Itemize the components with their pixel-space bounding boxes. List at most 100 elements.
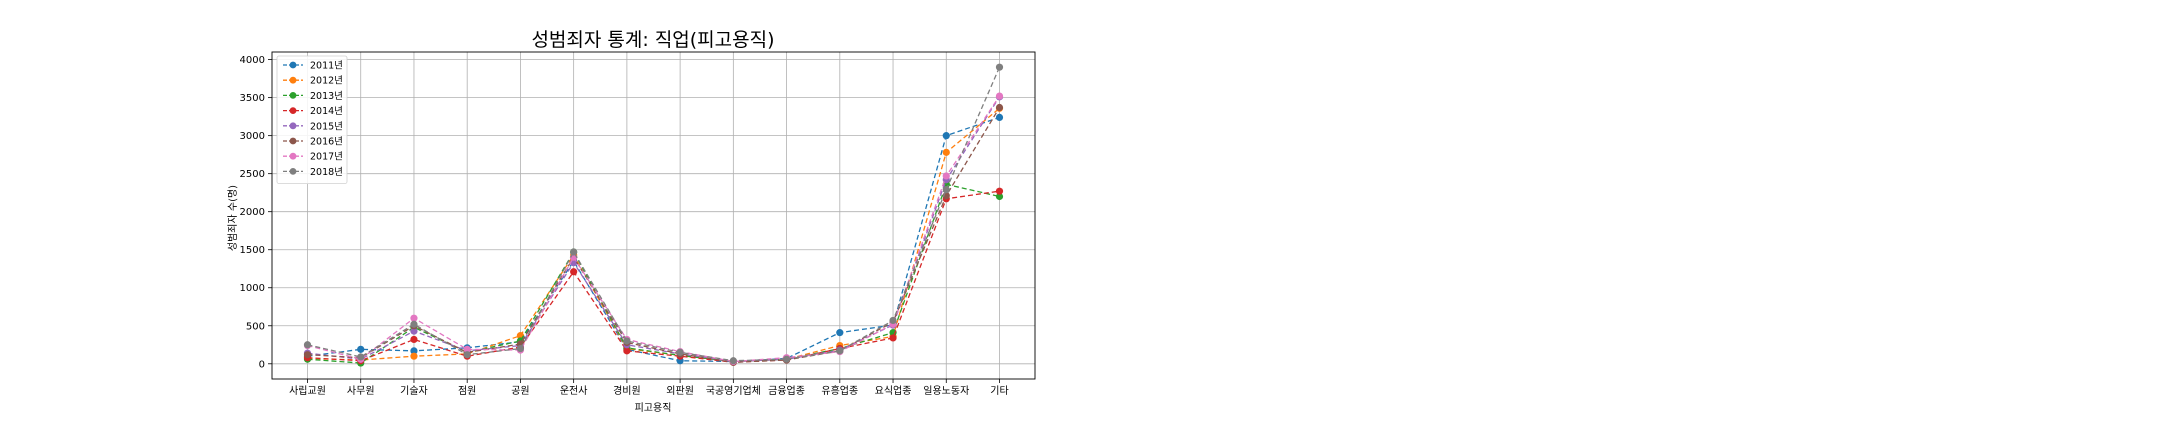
- legend: 2011년 2012년 2013년 2014년 2015년 2016년 2017년 2018년: [276, 55, 348, 184]
- data-point: [995, 113, 1004, 121]
- data-point: [942, 132, 950, 140]
- series-2011년: [303, 113, 1004, 366]
- legend-swatch-marker: [289, 107, 297, 114]
- series-lines: [303, 63, 1004, 367]
- y-tick-label: 3000: [240, 131, 265, 142]
- y-tick-label: 1000: [240, 283, 265, 294]
- data-point: [410, 347, 418, 355]
- x-tick-label: 운전사: [560, 385, 588, 397]
- data-point: [516, 344, 525, 353]
- data-point: [570, 248, 578, 256]
- data-point: [623, 347, 631, 355]
- legend-label: 2013년: [310, 91, 343, 102]
- y-tick-label: 3500: [240, 93, 265, 104]
- x-tick-label: 유흥업종: [821, 384, 858, 397]
- legend-item: 2016년: [283, 137, 343, 148]
- data-point: [995, 187, 1004, 195]
- data-point: [729, 357, 737, 365]
- legend-item: 2015년: [283, 121, 343, 132]
- legend-label: 2017년: [310, 152, 343, 163]
- series-line: [307, 190, 1000, 363]
- data-point: [942, 172, 950, 180]
- data-point: [889, 316, 897, 325]
- legend-item: 2012년: [283, 76, 343, 87]
- series-line: [307, 116, 1000, 363]
- data-point: [889, 334, 897, 342]
- x-tick-label: 공원: [511, 385, 529, 397]
- series-2013년: [303, 180, 1004, 367]
- data-point: [942, 186, 950, 194]
- legend-item: 2018년: [283, 167, 343, 178]
- data-point: [410, 352, 418, 360]
- data-point: [463, 345, 471, 353]
- data-point: [570, 268, 578, 276]
- x-tick-label: 경비원: [613, 384, 641, 397]
- y-tick-label: 4000: [240, 55, 265, 66]
- series-line: [307, 107, 1001, 363]
- data-point: [995, 192, 1004, 201]
- legend-label: 2012년: [310, 76, 343, 87]
- legend-swatch-marker: [289, 152, 297, 160]
- series-line: [307, 66, 1001, 362]
- series-2016년: [303, 103, 1004, 366]
- legend-label: 2018년: [310, 167, 343, 178]
- data-point: [782, 355, 791, 363]
- data-point: [357, 353, 365, 361]
- data-point: [942, 148, 950, 156]
- y-tick-label: 1500: [240, 245, 265, 256]
- data-point: [463, 351, 471, 359]
- x-tick-label: 사립교원: [289, 384, 326, 397]
- axes: 사립교원 사무원 기술자 점원 공원 운전사 경비원 외판원 국공영기업체 금융업종 유흥업종 요식업…: [240, 51, 1036, 397]
- data-point: [303, 341, 312, 349]
- grid: [272, 52, 1035, 379]
- legend-swatch-marker: [289, 168, 297, 175]
- legend-swatch-marker: [289, 137, 297, 145]
- legend-item: 2014년: [283, 106, 343, 117]
- data-point: [836, 329, 844, 337]
- data-point: [623, 337, 631, 345]
- series-line: [307, 107, 1000, 363]
- data-point: [995, 63, 1004, 71]
- x-tick-label: 요식업종: [875, 384, 912, 397]
- legend-swatch-marker: [289, 61, 297, 69]
- legend-item: 2011년: [283, 61, 343, 72]
- y-tick-label: 2500: [240, 169, 265, 180]
- legend-swatch-marker: [289, 122, 297, 130]
- y-tick-label: 0: [259, 359, 265, 370]
- data-point: [836, 347, 844, 355]
- legend-label: 2014년: [310, 106, 343, 117]
- legend-box: [276, 55, 348, 184]
- x-tick-label: 일용노동자: [923, 385, 969, 397]
- x-tick-label: 점원: [458, 385, 476, 397]
- data-point: [410, 327, 418, 335]
- x-tick-label: 사무원: [347, 385, 375, 397]
- data-point: [410, 320, 418, 328]
- legend-label: 2011년: [310, 61, 343, 72]
- series-line: [307, 183, 1000, 364]
- x-tick-label: 기타: [990, 385, 1008, 397]
- data-point: [995, 92, 1004, 100]
- legend-item: 2013년: [283, 91, 343, 102]
- chart-title: 성범죄자 통계: 직업(피고용직): [531, 29, 774, 51]
- y-axis-label: 성범죄자 수(명): [227, 185, 239, 251]
- legend-label: 2015년: [310, 121, 343, 132]
- series-2014년: [303, 187, 1004, 366]
- x-axis-label: 피고용직: [635, 402, 672, 414]
- legend-label: 2016년: [310, 137, 343, 148]
- x-tick-label: 국공영기업체: [706, 384, 761, 397]
- series-2018년: [303, 63, 1004, 365]
- x-tick-label: 외판원: [666, 385, 694, 397]
- y-tick-label: 500: [246, 321, 265, 332]
- x-tick-label: 기술자: [400, 385, 428, 397]
- data-point: [410, 314, 418, 322]
- data-point: [303, 351, 312, 359]
- data-point: [676, 348, 684, 356]
- plot-frame: [271, 51, 1036, 380]
- y-tick-label: 2000: [240, 207, 265, 218]
- x-tick-label: 금융업종: [768, 384, 805, 397]
- data-point: [357, 345, 365, 353]
- data-point: [995, 103, 1004, 112]
- legend-item: 2017년: [283, 152, 343, 163]
